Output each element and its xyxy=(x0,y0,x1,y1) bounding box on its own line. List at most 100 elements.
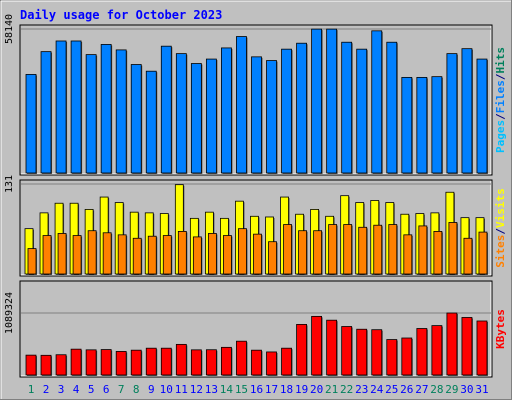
day-label: 1 xyxy=(28,383,35,396)
files-bar xyxy=(55,40,67,174)
legend-sep: / xyxy=(494,228,507,235)
kbytes-bar xyxy=(476,320,488,376)
sites-bar xyxy=(448,222,458,275)
files-bar xyxy=(461,48,473,174)
sites-bar xyxy=(162,235,172,275)
panel-sites-visits: 131 Sites/Visits xyxy=(4,175,507,277)
sites-bar xyxy=(42,235,52,275)
legend-sep1: / xyxy=(494,113,507,120)
files-bar xyxy=(236,36,247,174)
sites-bar xyxy=(283,224,292,275)
day-label: 16 xyxy=(250,383,263,396)
sites-bar xyxy=(223,235,232,275)
kbytes-bar xyxy=(461,317,473,376)
day-label: 19 xyxy=(295,383,308,396)
kbytes-bar xyxy=(401,337,413,376)
files-bar xyxy=(100,44,112,174)
sites-bar xyxy=(463,237,473,275)
sites-bar xyxy=(207,233,217,275)
panel-legend: KBytes xyxy=(494,309,507,349)
kbytes-bar xyxy=(311,315,323,376)
kbytes-bar xyxy=(40,354,52,376)
sites-bar xyxy=(147,235,157,275)
day-label: 23 xyxy=(355,383,368,396)
kbytes-bar xyxy=(190,349,202,376)
files-bar xyxy=(266,60,277,174)
files-bar xyxy=(281,48,292,174)
sites-bar xyxy=(72,235,82,275)
day-label: 15 xyxy=(235,383,248,396)
day-label: 13 xyxy=(205,383,218,396)
sites-bar xyxy=(177,231,187,275)
files-bar xyxy=(70,40,82,174)
y-max-tick-label: 58140 xyxy=(4,14,15,44)
kbytes-bar xyxy=(70,348,82,376)
day-label: 8 xyxy=(133,383,140,396)
kbytes-bar xyxy=(431,325,443,376)
day-label: 24 xyxy=(370,383,384,396)
legend-sep2: / xyxy=(494,73,507,80)
day-label: 5 xyxy=(88,383,95,396)
day-label: 27 xyxy=(415,383,428,396)
day-label: 4 xyxy=(73,383,80,396)
sites-bar xyxy=(313,230,323,275)
sites-bar xyxy=(57,233,67,275)
y-max-tick-label: 131 xyxy=(4,175,15,193)
files-bar xyxy=(25,74,37,174)
sites-bar xyxy=(253,233,262,275)
kbytes-bar xyxy=(416,328,428,376)
legend-visits: Visits xyxy=(494,188,507,228)
legend-pages: Pages xyxy=(494,120,507,153)
kbytes-bar xyxy=(221,346,232,376)
legend-hits: Hits xyxy=(494,47,507,74)
legend-kbytes: KBytes xyxy=(494,309,507,349)
files-bar xyxy=(40,51,52,174)
files-bar xyxy=(251,56,262,174)
sites-bar xyxy=(373,224,383,275)
y-max-tick-label: 1089324 xyxy=(4,292,15,334)
panel-kbytes: 1089324 KBytes xyxy=(4,280,507,378)
day-label: 6 xyxy=(103,383,110,396)
files-bar xyxy=(221,47,232,174)
kbytes-bar xyxy=(266,351,277,376)
legend-sites: Sites xyxy=(494,235,507,268)
sites-bar xyxy=(298,230,307,275)
day-label: 7 xyxy=(118,383,125,396)
files-bar xyxy=(145,70,157,174)
day-label: 22 xyxy=(340,383,353,396)
files-bar xyxy=(431,76,443,174)
kbytes-bar xyxy=(296,324,307,376)
sites-bar xyxy=(192,236,202,275)
sites-bar xyxy=(388,224,398,275)
day-label: 29 xyxy=(445,383,458,396)
files-bar xyxy=(311,28,323,174)
chart-title: Daily usage for October 2023 xyxy=(20,8,222,22)
sites-bar xyxy=(478,231,488,275)
day-label: 25 xyxy=(385,383,398,396)
kbytes-bar xyxy=(356,328,368,376)
kbytes-bar xyxy=(115,351,127,376)
files-bar xyxy=(326,28,338,174)
kbytes-bar xyxy=(25,354,37,376)
kbytes-bar xyxy=(386,339,398,376)
day-label: 31 xyxy=(475,383,488,396)
day-label: 28 xyxy=(430,383,443,396)
sites-bar xyxy=(418,225,428,275)
sites-bar xyxy=(358,226,368,275)
day-label: 20 xyxy=(310,383,323,396)
kbytes-bar xyxy=(341,326,353,376)
files-bar xyxy=(401,76,413,174)
sites-bar xyxy=(403,234,413,275)
sites-bar xyxy=(238,228,247,275)
files-bar xyxy=(296,42,307,174)
panel-legend: Sites/Visits xyxy=(494,188,507,268)
kbytes-bar xyxy=(446,312,458,376)
kbytes-bar xyxy=(100,349,112,376)
day-label: 11 xyxy=(175,383,188,396)
day-label: 10 xyxy=(160,383,173,396)
kbytes-bar xyxy=(326,319,338,376)
kbytes-bar xyxy=(281,347,292,376)
legend-files: Files xyxy=(494,80,507,113)
